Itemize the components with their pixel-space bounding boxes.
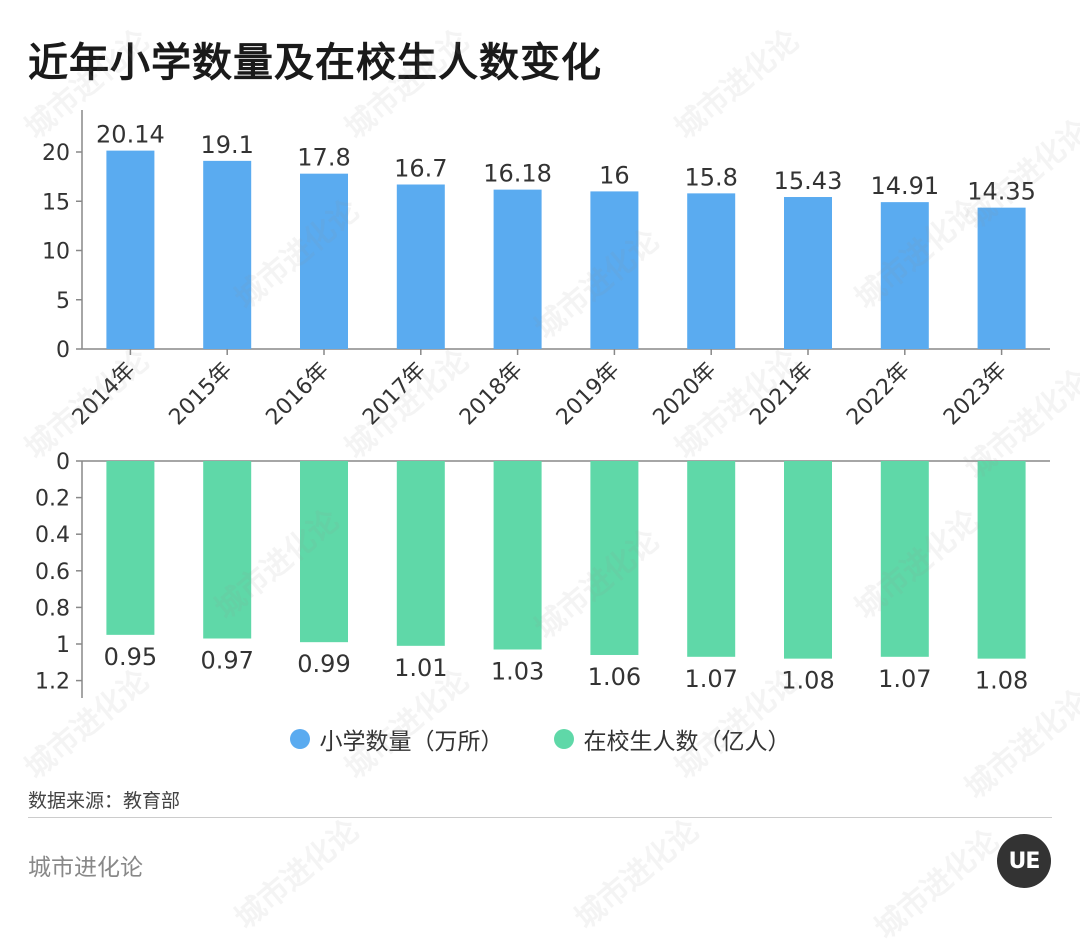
- chart-title: 近年小学数量及在校生人数变化: [28, 40, 602, 86]
- data-label-schools-1: 19.1: [200, 131, 253, 159]
- data-label-students-0: 0.95: [104, 643, 157, 671]
- bar-schools-3: [396, 184, 445, 349]
- data-label-students-9: 1.08: [975, 667, 1028, 695]
- bar-students-9: [977, 461, 1026, 659]
- legend-label-students: 在校生人数（亿人）: [583, 729, 791, 755]
- data-label-students-7: 1.08: [781, 667, 834, 695]
- chart-legend: 小学数量（万所） 在校生人数（亿人）: [0, 722, 1080, 756]
- footer-brand: 城市进化论: [28, 855, 143, 881]
- data-label-schools-5: 16: [599, 161, 630, 189]
- bar-students-8: [880, 461, 929, 657]
- data-label-schools-0: 20.14: [96, 121, 165, 149]
- data-label-schools-4: 16.18: [483, 160, 552, 188]
- top-y-tick-label: 0: [56, 338, 70, 363]
- data-label-schools-3: 16.7: [394, 155, 447, 183]
- data-label-schools-9: 14.35: [967, 178, 1036, 206]
- data-label-students-4: 1.03: [491, 657, 544, 685]
- bar-schools-6: [687, 193, 736, 349]
- bottom-y-tick-label: 0.4: [35, 523, 70, 548]
- bottom-y-tick-label: 0: [56, 450, 70, 475]
- data-label-students-3: 1.01: [394, 654, 447, 682]
- legend-swatch-students: [553, 729, 574, 749]
- bar-students-6: [687, 461, 736, 657]
- watermark: 城市进化论: [868, 823, 1006, 947]
- x-category-label-8: 2022年: [842, 358, 915, 431]
- x-category-label-6: 2020年: [649, 358, 722, 431]
- x-category-label-5: 2019年: [552, 358, 625, 431]
- bar-schools-1: [203, 160, 252, 349]
- data-label-students-8: 1.07: [878, 665, 931, 693]
- bar-students-5: [590, 461, 639, 655]
- bar-schools-0: [106, 150, 155, 349]
- top-y-tick-label: 5: [56, 289, 70, 314]
- data-source-note: 数据来源：教育部: [28, 790, 181, 812]
- brand-logo-icon: UE: [997, 834, 1051, 888]
- data-label-schools-8: 14.91: [870, 172, 939, 200]
- data-label-schools-6: 15.8: [684, 163, 737, 191]
- bottom-y-tick-label: 0.6: [35, 560, 70, 585]
- x-category-label-3: 2017年: [358, 358, 431, 431]
- bottom-y-tick-label: 1.2: [35, 670, 70, 695]
- x-category-label-4: 2018年: [455, 358, 528, 431]
- x-category-label-9: 2023年: [939, 358, 1012, 431]
- bar-students-3: [396, 461, 445, 646]
- data-label-schools-7: 15.43: [774, 167, 843, 195]
- bar-schools-4: [493, 189, 542, 349]
- bar-students-0: [106, 461, 155, 635]
- bar-schools-7: [784, 197, 832, 349]
- x-category-label-0: 2014年: [68, 358, 141, 431]
- top-y-tick-label: 10: [42, 240, 70, 265]
- bar-schools-8: [880, 202, 929, 349]
- bottom-y-tick-label: 0.2: [35, 487, 70, 512]
- x-category-label-7: 2021年: [745, 358, 818, 431]
- data-label-schools-2: 17.8: [297, 144, 350, 172]
- legend-item-schools[interactable]: 小学数量（万所）: [289, 722, 504, 756]
- data-label-students-1: 0.97: [200, 647, 253, 675]
- x-category-label-1: 2015年: [165, 358, 238, 431]
- legend-item-students[interactable]: 在校生人数（亿人）: [553, 722, 791, 756]
- bottom-y-tick-label: 1: [56, 633, 70, 658]
- legend-swatch-schools: [289, 729, 310, 749]
- bar-schools-5: [590, 191, 639, 349]
- footer-divider: [28, 817, 1052, 818]
- bar-schools-2: [300, 173, 348, 349]
- x-category-label-2: 2016年: [261, 358, 334, 431]
- data-label-students-6: 1.07: [684, 665, 737, 693]
- bar-students-2: [300, 461, 348, 643]
- data-label-students-5: 1.06: [588, 663, 641, 691]
- bar-students-1: [203, 461, 252, 639]
- top-y-tick-label: 20: [42, 141, 70, 166]
- legend-label-schools: 小学数量（万所）: [319, 729, 504, 755]
- bar-schools-9: [977, 207, 1026, 349]
- data-label-students-2: 0.99: [297, 650, 350, 678]
- bar-students-4: [493, 461, 542, 650]
- top-y-tick-label: 15: [42, 190, 70, 215]
- bottom-y-tick-label: 0.8: [35, 596, 70, 621]
- bar-students-7: [784, 461, 832, 659]
